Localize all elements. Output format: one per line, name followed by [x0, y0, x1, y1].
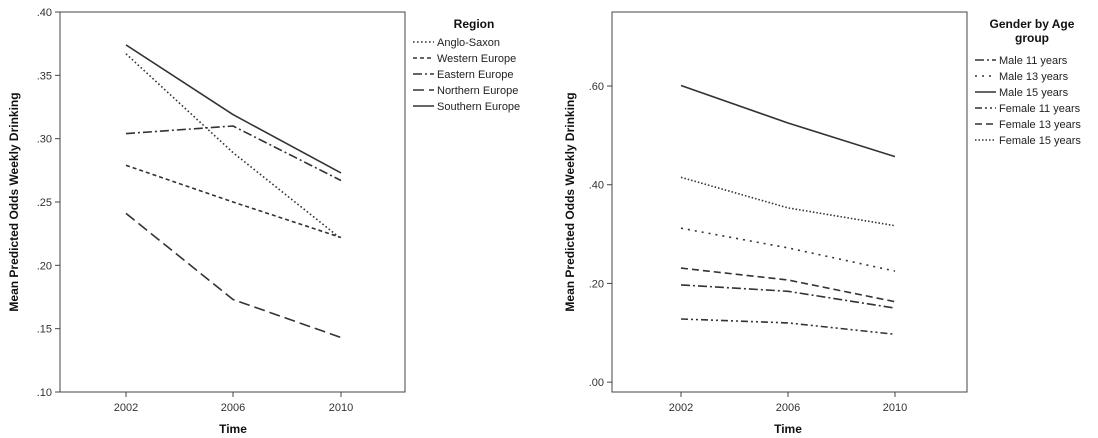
- y-tick-label: .60: [589, 81, 604, 93]
- y-axis-title: Mean Predicted Odds Weekly Drinking: [563, 92, 577, 311]
- legend-label: Male 11 years: [999, 55, 1068, 67]
- x-axis-title: Time: [774, 422, 802, 436]
- series-line-male-11-years: [680, 284, 896, 309]
- x-tick-label: 2002: [669, 402, 693, 414]
- y-tick-label: .00: [589, 377, 604, 389]
- legend-label: Male 13 years: [999, 71, 1069, 83]
- legend-label: Eastern Europe: [437, 69, 513, 81]
- y-tick-label: .25: [37, 197, 52, 209]
- chart-region-panel: .10 .15 .20 .25 .30 .35 .40 2002 2006 2010 Time Mea…: [7, 7, 520, 436]
- legend: Region Anglo-Saxon Western Europe Eastern E…: [413, 17, 520, 113]
- legend-label: Western Europe: [437, 53, 516, 65]
- legend-label: Female 11 years: [999, 103, 1081, 115]
- series-line-male-13-years: [680, 227, 896, 272]
- series-line-female-15-years: [680, 176, 896, 227]
- y-tick-label: .20: [37, 260, 52, 272]
- y-tick-label: .20: [589, 278, 604, 290]
- legend-title: Region: [454, 17, 495, 31]
- x-axis-title: Time: [219, 422, 247, 436]
- legend-label: Anglo-Saxon: [437, 37, 500, 49]
- legend-label: Male 15 years: [999, 87, 1069, 99]
- x-tick-label: 2006: [776, 402, 800, 414]
- y-tick-label: .40: [37, 7, 52, 19]
- series-line-female-11-years: [680, 318, 896, 336]
- legend-title: group: [1015, 31, 1049, 45]
- chart-gender-age-panel: .00 .20 .40 .60 2002 2006 2010 Time Mean Predict…: [563, 11, 1081, 436]
- series-line-female-13-years: [680, 267, 896, 303]
- plot-frame: [611, 11, 968, 393]
- legend-label: Female 15 years: [999, 135, 1081, 147]
- y-tick-label: .40: [589, 180, 604, 192]
- legend-label: Northern Europe: [437, 85, 518, 97]
- series-line-male-15-years: [680, 84, 896, 158]
- y-axis-title: Mean Predicted Odds Weekly Drinking: [7, 92, 21, 311]
- series-line-eastern-europe: [125, 125, 342, 182]
- x-tick-label: 2010: [329, 402, 353, 414]
- legend-label: Female 13 years: [999, 119, 1081, 131]
- y-tick-label: .30: [37, 134, 52, 146]
- series-line-northern-europe: [125, 212, 342, 339]
- y-tick-label: .15: [37, 324, 52, 336]
- series-line-anglo-saxon: [125, 53, 342, 240]
- x-tick-label: 2010: [883, 402, 907, 414]
- series-line-western-europe: [125, 164, 342, 239]
- series-line-southern-europe: [125, 44, 342, 174]
- y-tick-label: .35: [37, 70, 52, 82]
- y-tick-label: .10: [37, 387, 52, 399]
- legend-title: Gender by Age: [990, 17, 1075, 31]
- x-tick-label: 2002: [114, 402, 138, 414]
- x-tick-label: 2006: [221, 402, 245, 414]
- legend-label: Southern Europe: [437, 101, 520, 113]
